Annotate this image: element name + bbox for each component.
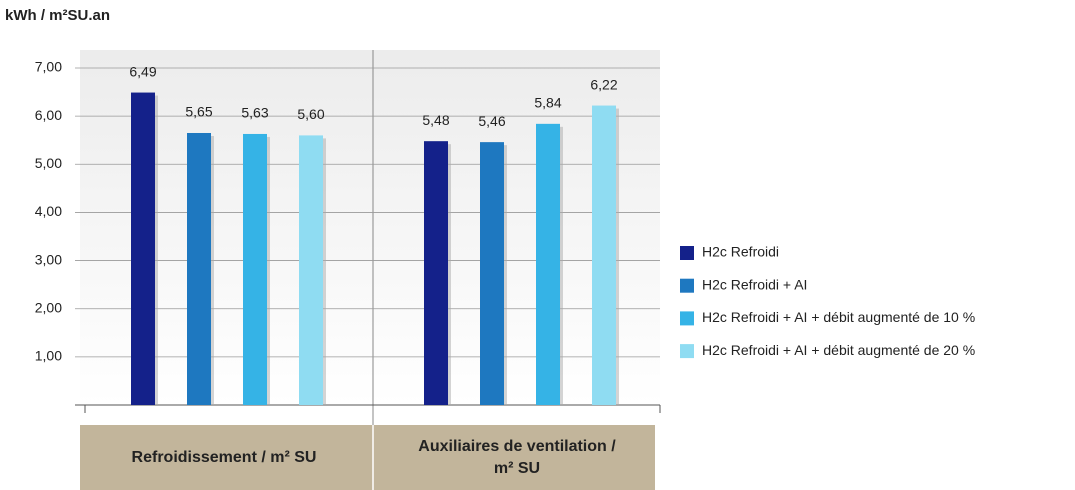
value-label: 5,46 (478, 113, 505, 129)
y-tick-label: 2,00 (35, 299, 62, 315)
y-tick-label: 1,00 (35, 348, 62, 364)
legend-swatch (680, 246, 694, 260)
y-tick-label: 6,00 (35, 107, 62, 123)
y-tick-label: 5,00 (35, 155, 62, 171)
category-label: Refroidissement / m² SU (131, 448, 317, 466)
category-band (80, 425, 655, 490)
y-tick-label: 4,00 (35, 203, 62, 219)
y-tick-label: 3,00 (35, 251, 62, 267)
value-label: 6,49 (129, 63, 156, 79)
value-label: 6,22 (590, 76, 617, 92)
bar (299, 135, 323, 405)
y-tick-label: 7,00 (35, 59, 62, 75)
category-label: Auxiliaires de ventilation / m² SU (418, 437, 616, 477)
legend-label: H2c Refroidi + AI + débit augmenté de 20… (702, 342, 975, 358)
legend-swatch (680, 311, 694, 326)
value-label: 5,60 (297, 106, 324, 122)
legend-swatch (680, 344, 694, 359)
legend-label: H2c Refroidi (702, 244, 779, 260)
bar (592, 105, 616, 406)
y-axis-label: kWh / m²SU.an (5, 7, 110, 24)
bar (131, 92, 155, 405)
plot-background (80, 50, 660, 405)
bar (536, 123, 560, 406)
bar (480, 142, 504, 405)
value-label: 5,48 (422, 112, 449, 128)
bar (187, 132, 211, 405)
bar (243, 133, 267, 405)
value-label: 5,65 (185, 104, 212, 120)
value-label: 5,84 (534, 95, 561, 111)
legend-swatch (680, 278, 694, 293)
value-label: 5,63 (241, 105, 268, 121)
bar (424, 141, 448, 406)
legend-label: H2c Refroidi + AI (702, 276, 807, 292)
legend-label: H2c Refroidi + AI + débit augmenté de 10… (702, 309, 975, 325)
